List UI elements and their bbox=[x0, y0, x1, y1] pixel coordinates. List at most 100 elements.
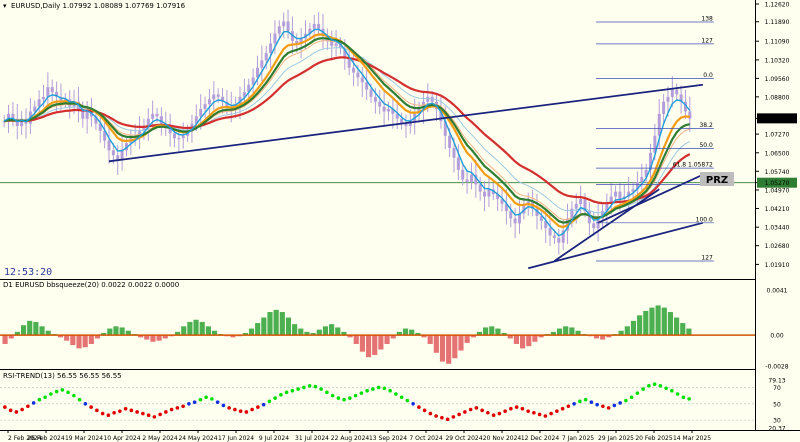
candle-body[interactable] bbox=[369, 89, 373, 97]
candle-body[interactable] bbox=[107, 140, 111, 151]
candle-body[interactable] bbox=[46, 87, 50, 97]
candle-body[interactable] bbox=[535, 208, 539, 217]
candle-body[interactable] bbox=[400, 118, 404, 124]
candle-body[interactable] bbox=[600, 211, 604, 219]
candle-body[interactable] bbox=[181, 135, 185, 139]
candle-body[interactable] bbox=[670, 89, 674, 97]
candle-body[interactable] bbox=[111, 150, 115, 156]
bbsqueeze-pane[interactable]: 0.0041 0.00 -0.0028 bbox=[0, 288, 789, 371]
candle-body[interactable] bbox=[312, 23, 316, 29]
candle-body[interactable] bbox=[465, 179, 469, 182]
candle-body[interactable] bbox=[430, 96, 434, 102]
candle-body[interactable] bbox=[207, 99, 211, 105]
candle-body[interactable] bbox=[41, 96, 45, 100]
candle-body[interactable] bbox=[666, 96, 670, 102]
candle-body[interactable] bbox=[509, 211, 513, 219]
candle-body[interactable] bbox=[640, 177, 644, 182]
candle-body[interactable] bbox=[456, 157, 460, 170]
candle-body[interactable] bbox=[269, 43, 273, 54]
candle-body[interactable] bbox=[15, 118, 19, 127]
candle-body[interactable] bbox=[391, 109, 395, 114]
candle-body[interactable] bbox=[373, 96, 377, 102]
candle-body[interactable] bbox=[216, 94, 220, 97]
candle-body[interactable] bbox=[526, 201, 530, 204]
candle-body[interactable] bbox=[55, 92, 59, 97]
candle-body[interactable] bbox=[404, 123, 408, 127]
candle-body[interactable] bbox=[627, 191, 631, 197]
symbol-title-icon[interactable]: ▾ bbox=[3, 2, 7, 10]
candle-body[interactable] bbox=[37, 99, 41, 107]
candle-body[interactable] bbox=[592, 223, 596, 229]
candle-body[interactable] bbox=[199, 109, 203, 117]
trendline-prz-lower[interactable] bbox=[553, 188, 660, 262]
candle-body[interactable] bbox=[194, 116, 198, 124]
candle-body[interactable] bbox=[448, 135, 452, 148]
candle-body[interactable] bbox=[142, 126, 146, 131]
candle-body[interactable] bbox=[282, 21, 286, 27]
trendline-prz-upper[interactable] bbox=[597, 173, 704, 224]
candle-body[interactable] bbox=[238, 96, 242, 105]
candle-body[interactable] bbox=[260, 60, 264, 68]
candle-body[interactable] bbox=[452, 147, 456, 158]
candle-body[interactable] bbox=[478, 184, 482, 192]
candle-body[interactable] bbox=[7, 113, 11, 122]
candle-body[interactable] bbox=[382, 106, 386, 112]
candle-body[interactable] bbox=[570, 208, 574, 219]
candle-body[interactable] bbox=[683, 101, 687, 112]
candle-body[interactable] bbox=[539, 216, 543, 221]
candle-body[interactable] bbox=[20, 118, 24, 127]
candle-body[interactable] bbox=[138, 130, 142, 136]
candle-body[interactable] bbox=[426, 96, 430, 102]
trendline-upper[interactable] bbox=[108, 83, 704, 163]
candle-body[interactable] bbox=[277, 26, 281, 34]
candle-body[interactable] bbox=[247, 84, 251, 93]
candle-body[interactable] bbox=[356, 72, 360, 78]
candle-body[interactable] bbox=[483, 191, 487, 197]
candle-body[interactable] bbox=[221, 96, 225, 102]
candle-body[interactable] bbox=[50, 87, 54, 93]
candle-body[interactable] bbox=[386, 109, 390, 112]
candle-body[interactable] bbox=[688, 111, 692, 119]
candle-body[interactable] bbox=[33, 106, 37, 112]
candle-body[interactable] bbox=[618, 191, 622, 199]
candle-body[interactable] bbox=[255, 67, 259, 78]
candle-body[interactable] bbox=[85, 111, 89, 119]
candle-body[interactable] bbox=[596, 218, 600, 229]
candle-body[interactable] bbox=[487, 189, 491, 197]
candle-body[interactable] bbox=[443, 121, 447, 136]
candle-body[interactable] bbox=[587, 211, 591, 224]
candle-body[interactable] bbox=[360, 77, 364, 83]
candle-body[interactable] bbox=[299, 38, 303, 44]
main-price-pane[interactable]: 1.12620 1.11890 1.11090 1.10320 1.09560 1.088… bbox=[0, 2, 797, 270]
candle-body[interactable] bbox=[81, 109, 85, 119]
candle-body[interactable] bbox=[343, 48, 347, 58]
candle-body[interactable] bbox=[273, 33, 277, 44]
trendline-lower[interactable] bbox=[528, 221, 704, 270]
candle-body[interactable] bbox=[631, 189, 635, 192]
candle-body[interactable] bbox=[552, 235, 556, 238]
candle-body[interactable] bbox=[264, 53, 268, 61]
candle-body[interactable] bbox=[338, 43, 342, 49]
candle-body[interactable] bbox=[579, 198, 583, 204]
candle-body[interactable] bbox=[103, 130, 107, 141]
candle-body[interactable] bbox=[155, 113, 159, 117]
candle-body[interactable] bbox=[439, 109, 443, 122]
candle-body[interactable] bbox=[146, 118, 150, 127]
candle-body[interactable] bbox=[225, 101, 229, 107]
candle-body[interactable] bbox=[496, 194, 500, 199]
candle-body[interactable] bbox=[168, 128, 172, 134]
candle-body[interactable] bbox=[98, 123, 102, 131]
candle-body[interactable] bbox=[544, 220, 548, 229]
candle-body[interactable] bbox=[352, 67, 356, 73]
candle-body[interactable] bbox=[557, 237, 561, 243]
candle-body[interactable] bbox=[159, 116, 163, 124]
candle-body[interactable] bbox=[286, 21, 290, 32]
candle-body[interactable] bbox=[522, 203, 526, 214]
candle-body[interactable] bbox=[378, 101, 382, 107]
candle-body[interactable] bbox=[500, 198, 504, 204]
candle-body[interactable] bbox=[605, 203, 609, 212]
candle-body[interactable] bbox=[212, 94, 216, 100]
candle-body[interactable] bbox=[120, 150, 124, 161]
candle-body[interactable] bbox=[308, 28, 312, 34]
